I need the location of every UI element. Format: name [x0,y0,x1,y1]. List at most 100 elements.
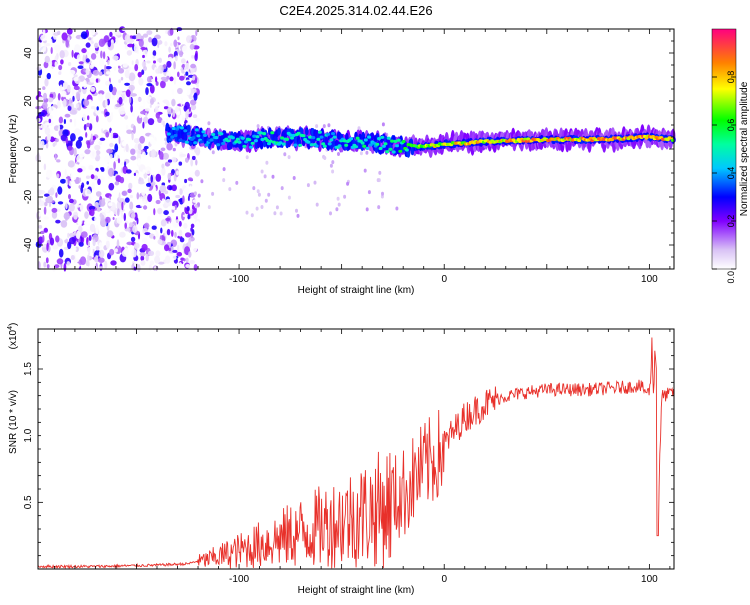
spectrogram-noise-cell [133,138,140,144]
spectrogram-noise-cell [142,169,146,174]
spectrogram-noise-cell [331,160,335,165]
spectrogram-noise-cell [58,116,64,124]
spectrogram-noise-cell [175,219,180,223]
spectrogram-ridge-core [327,142,332,146]
spectrogram-noise-cell [158,57,162,63]
spectrogram-noise-cell [146,76,153,83]
spectrogram-noise-cell [222,178,226,183]
spectrogram-noise-cell [89,77,95,83]
spectrogram-noise-cell [111,95,115,100]
spectrogram-noise-cell [157,66,160,74]
spectrogram-noise-cell [42,28,46,36]
spectrogram-noise-cell [78,61,84,65]
spectrogram-noise-cell [182,214,189,218]
spectrogram-noise-cell [38,225,43,229]
spectrogram-x-tick-label: 0 [441,274,447,285]
spectrogram-noise-cell [105,208,109,213]
spectrogram-noise-cell [130,80,135,85]
spectrogram-noise-cell [68,194,71,200]
snr-x-tick-label: -100 [229,574,249,585]
spectrogram-noise-cell [119,176,125,184]
spectrogram-noise-cell [125,169,132,174]
spectrogram-noise-cell [155,173,162,182]
spectrogram-noise-cell [183,222,188,229]
spectrogram-noise-cell [38,200,45,207]
spectrogram-noise-cell [194,169,200,177]
spectrogram-noise-cell [329,163,333,168]
spectrogram-ridge-core [326,132,331,136]
spectrogram-noise-cell [58,71,62,75]
spectrogram-ridge-core [193,141,198,145]
spectrogram-noise-cell [124,197,130,203]
spectrogram-noise-cell [157,239,163,245]
spectrogram-noise-cell [113,134,119,138]
spectrogram-noise-cell [120,111,126,115]
spectrogram-noise-cell [83,99,90,107]
spectrogram-noise-cell [169,27,174,36]
spectrogram-noise-cell [279,211,283,216]
spectrogram-noise-cell [131,212,136,219]
spectrogram-noise-cell [43,92,47,100]
snr-plot-area [38,329,674,569]
spectrogram-y-tick-label: -20 [23,189,34,204]
spectrogram-x-axis-label: Height of straight line (km) [298,285,415,296]
colorbar-tick-label: 0.4 [726,167,736,180]
spectrogram-noise-cell [252,186,256,191]
spectrogram-noise-cell [190,104,197,111]
spectrogram-noise-cell [145,112,148,117]
spectrogram-noise-cell [113,161,116,170]
spectrogram-noise-cell [131,249,137,258]
spectrogram-noise-cell [161,125,165,135]
spectrogram-ridge-core [329,138,334,142]
spectrogram-ridge-core [234,140,239,144]
spectrogram-noise-cell [260,205,264,209]
spectrogram-noise-cell [228,187,232,192]
spectrogram-noise-cell [131,60,134,65]
spectrogram-noise-cell [164,198,172,207]
spectrogram-noise-cell [145,166,152,175]
spectrogram-noise-cell [133,242,140,249]
spectrogram-noise-cell [119,231,126,238]
spectrogram-noise-cell [99,137,106,141]
spectrogram-noise-cell [191,55,195,59]
spectrogram-noise-cell [49,93,54,99]
spectrogram-noise-cell [222,167,226,172]
spectrogram-noise-cell [48,177,54,186]
spectrogram-panel: -100 0 100 -40 -20 0 20 40 Height of straight … [8,26,676,296]
spectrogram-noise-cell [128,182,133,190]
spectrogram-noise-cell [76,154,83,163]
spectrogram-noise-cell [296,213,300,218]
colorbar-tick-label: 0.8 [726,71,736,84]
spectrogram-ridge-core [383,142,388,146]
spectrogram-noise-cell [130,104,133,113]
spectrogram-noise-cell [48,115,53,120]
spectrogram-noise-cell [108,182,115,191]
spectrogram-ridge-core [401,139,406,144]
spectrogram-noise-cell [162,152,169,160]
spectrogram-noise-cell [64,113,71,118]
spectrogram-ridge-core [375,142,380,146]
spectrogram-noise-cell [72,95,75,102]
spectrogram-noise-cell [195,117,201,122]
spectrogram-noise-cell [182,195,185,204]
spectrogram-ridge-core [311,136,316,140]
spectrogram-noise-cell [147,177,150,184]
spectrogram-noise-cell [177,87,183,95]
spectrogram-ridge-core [270,131,275,135]
spectrogram-ridge-core [388,147,393,151]
spectrogram-ridge-core [170,135,175,139]
spectrogram-noise-cell [107,202,113,207]
spectrogram-ridge-core [171,126,176,131]
spectrogram-noise-cell [70,133,76,142]
spectrogram-ridge-core [362,144,367,148]
spectrogram-noise-cell [104,198,111,202]
spectrogram-noise-cell [88,235,92,241]
spectrogram-noise-cell [106,148,113,154]
spectrogram-noise-cell [185,257,189,263]
spectrogram-noise-cell [256,124,260,129]
spectrogram-ridge-band [345,132,349,141]
spectrogram-noise-cell [90,106,96,110]
spectrogram-noise-cell [172,249,178,253]
spectrogram-ridge-core [321,142,326,146]
